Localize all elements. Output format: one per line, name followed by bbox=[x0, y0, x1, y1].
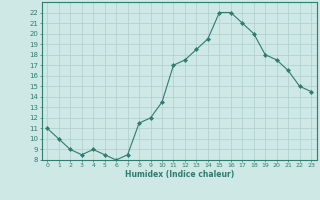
X-axis label: Humidex (Indice chaleur): Humidex (Indice chaleur) bbox=[124, 170, 234, 179]
